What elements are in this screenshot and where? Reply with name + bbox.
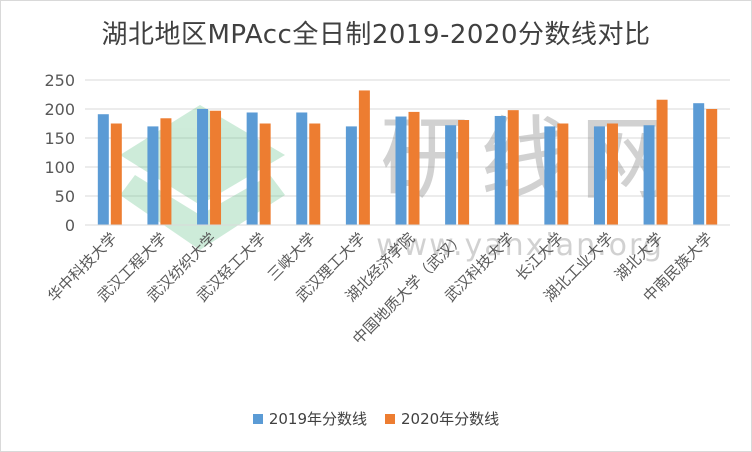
legend-item-2019: 2019年分数线 [252,408,367,429]
bar-2020 [160,118,172,225]
bar-2019 [345,126,357,225]
legend-swatch-2020 [385,413,395,424]
bar-2019 [197,109,209,225]
y-tick-label: 100 [44,158,75,177]
legend: 2019年分数线 2020年分数线 [0,408,752,429]
y-tick-label: 150 [44,129,75,148]
bar-2019 [147,126,159,225]
bar-2019 [445,125,457,225]
bar-2019 [97,114,109,225]
bar-2020 [210,110,222,225]
bar-2020 [656,99,668,225]
bar-2019 [593,126,605,225]
y-tick-label: 0 [65,216,75,235]
bar-2020 [110,123,122,225]
bar-2020 [358,90,370,225]
legend-item-2020: 2020年分数线 [385,408,499,429]
y-tick-label: 200 [44,100,75,119]
bar-2020 [458,120,470,225]
bar-2020 [507,110,519,225]
bar-2020 [408,111,420,225]
bar-2020 [309,123,321,225]
bar-2020 [606,123,618,225]
watermark-url: www.yanxian.org [376,228,664,263]
chart-title: 湖北地区MPAcc全日制2019-2020分数线对比 [101,20,651,50]
bar-2020 [557,123,569,225]
bar-2019 [544,126,556,225]
bar-2019 [395,116,407,225]
bar-2019 [246,112,258,225]
bar-2020 [706,109,718,225]
bar-2019 [296,112,308,225]
bar-2019 [693,103,705,225]
legend-label-2019: 2019年分数线 [268,410,367,428]
y-tick-label: 250 [44,71,75,90]
bar-2019 [643,125,655,225]
watermark-text: 研线网 [380,107,680,212]
y-tick-label: 50 [55,187,75,206]
bar-2019 [494,115,506,225]
bar-2020 [259,123,271,225]
legend-label-2020: 2020年分数线 [401,410,500,428]
legend-swatch-2019 [252,413,263,424]
